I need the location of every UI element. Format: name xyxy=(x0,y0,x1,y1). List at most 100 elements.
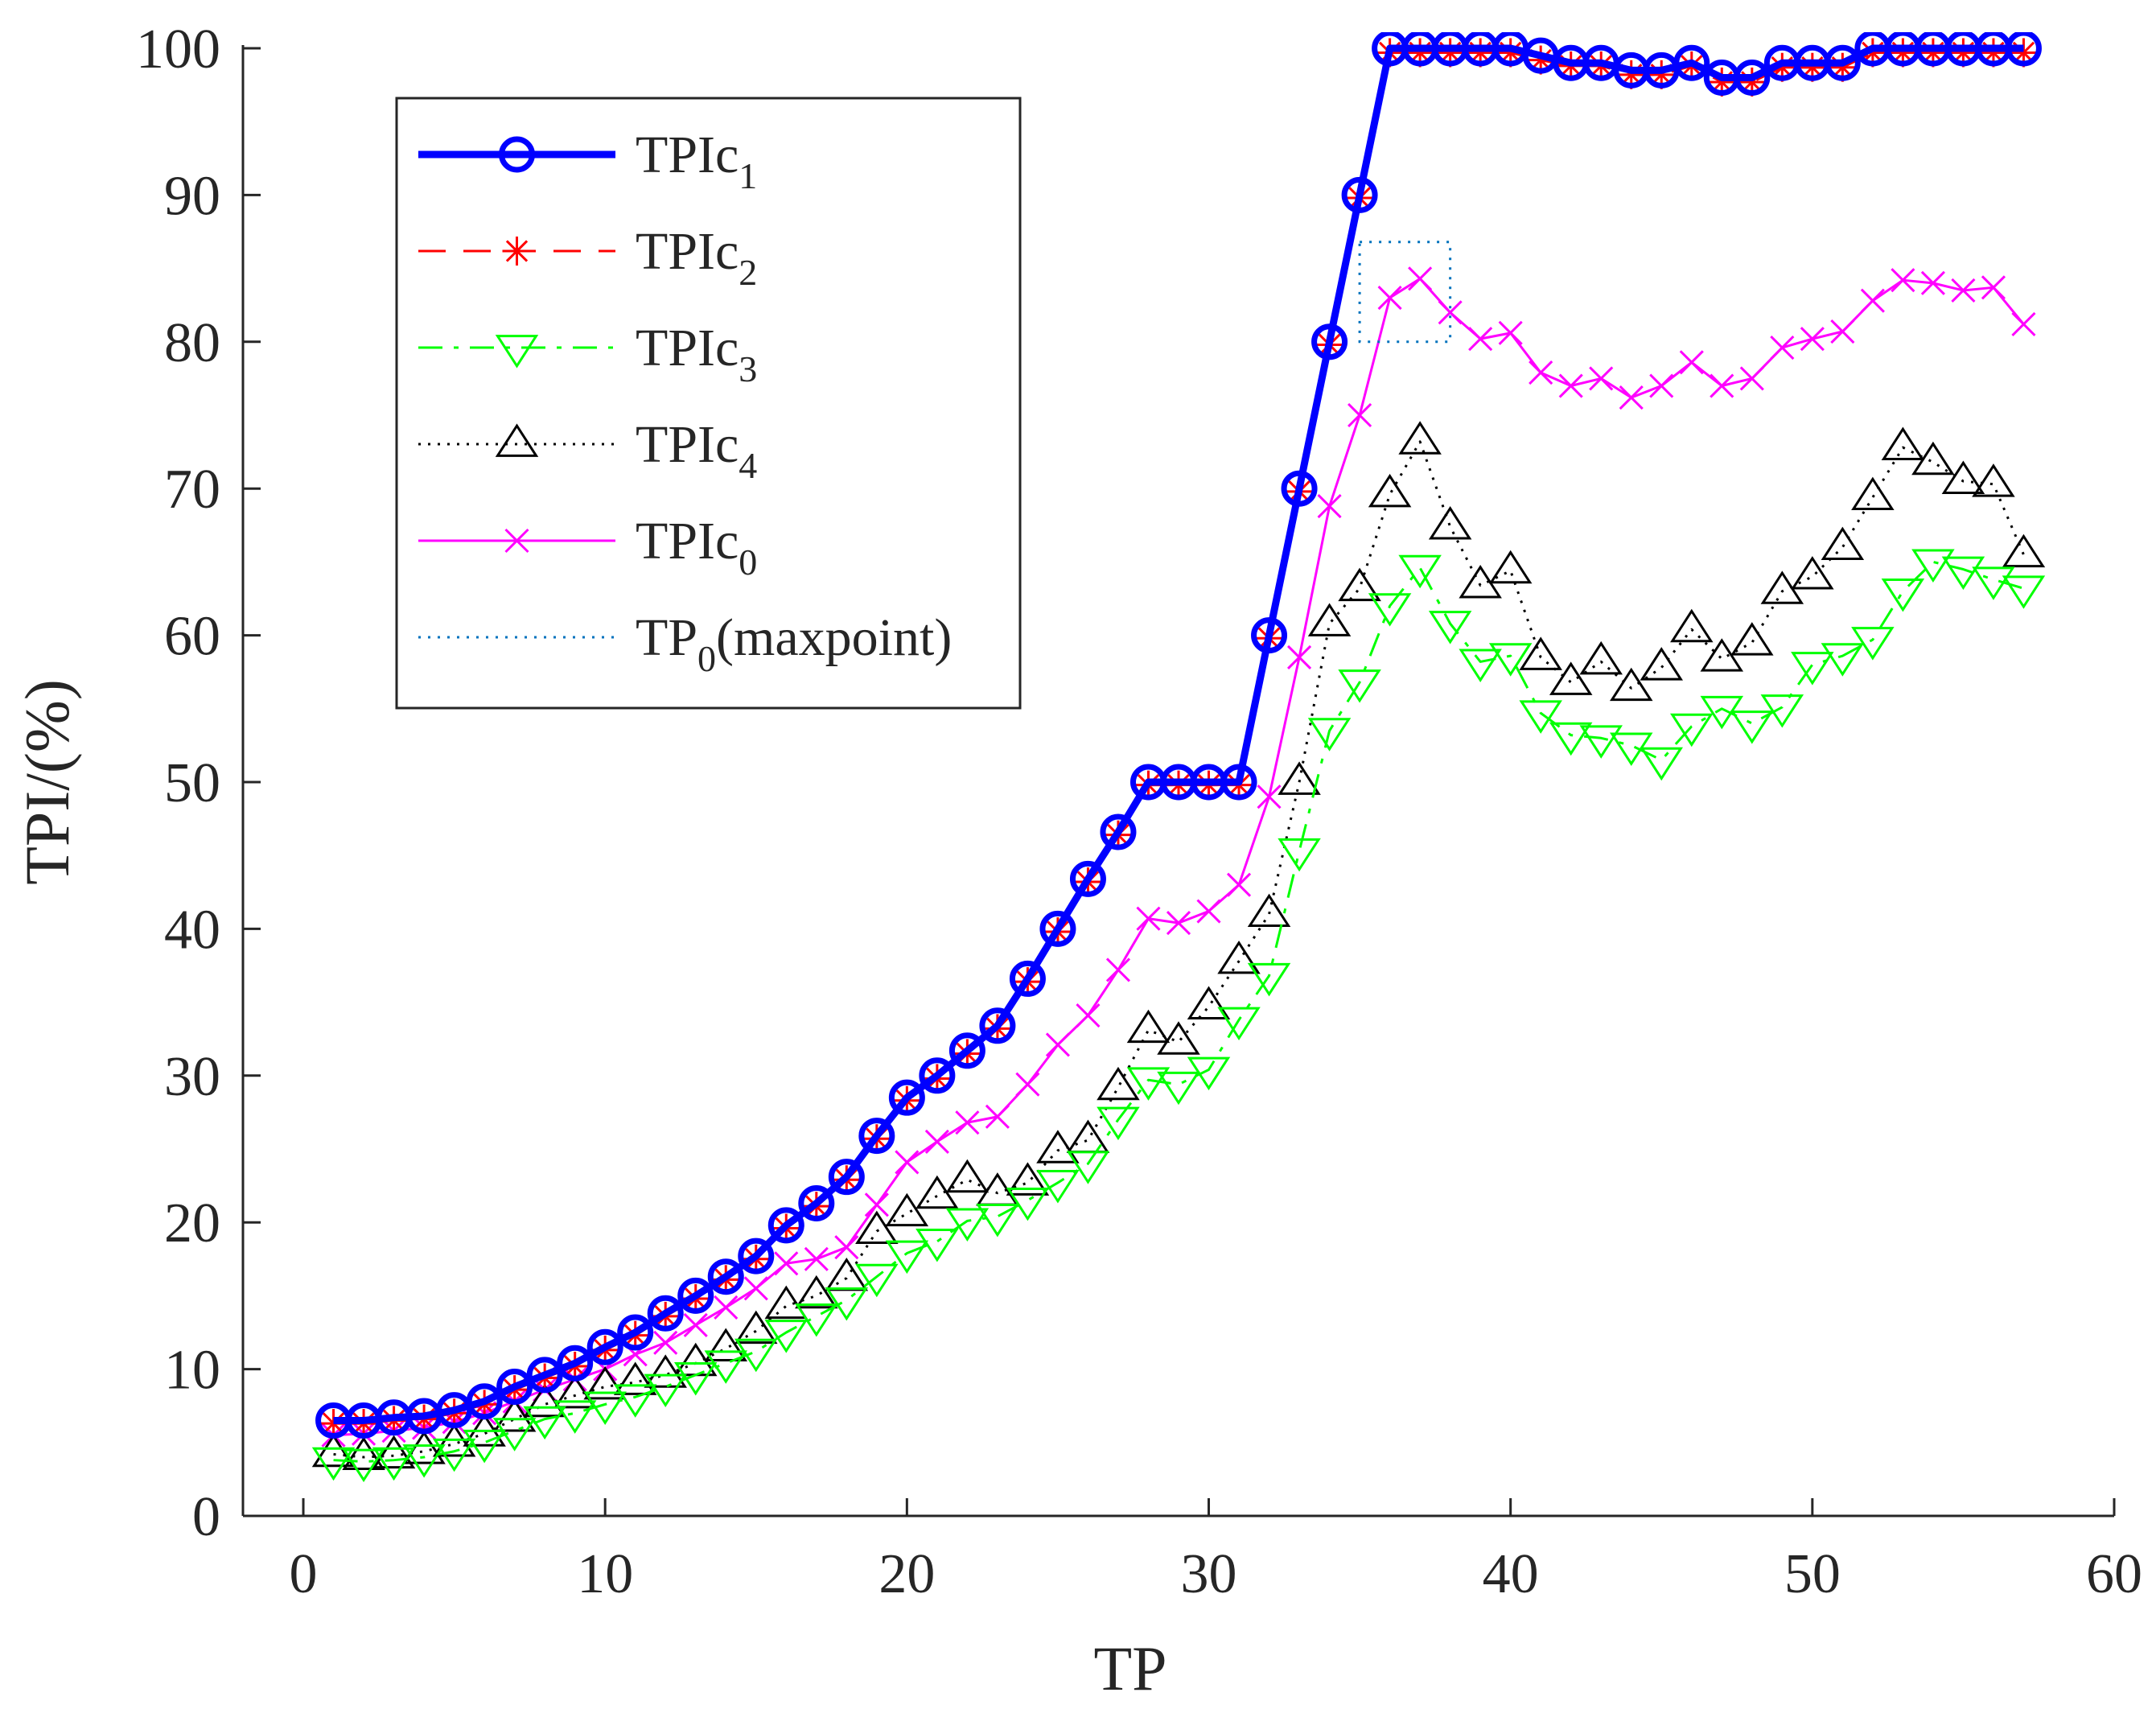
point-tpic4-38 xyxy=(1428,506,1472,540)
point-tpic1-33 xyxy=(1281,470,1318,507)
point-tpic3-54 xyxy=(1911,549,1955,583)
point-tpic0-57 xyxy=(2011,311,2036,336)
point-tpic3-57 xyxy=(2002,575,2046,609)
point-tpic3-14 xyxy=(704,1350,748,1384)
point-tpic0-56 xyxy=(1981,275,2006,300)
point-tpic4-26 xyxy=(1066,1119,1110,1153)
point-tpic4-57 xyxy=(2002,533,2046,568)
point-tpic1-7 xyxy=(496,1368,533,1405)
point-tpic0-22 xyxy=(955,1110,980,1135)
legend-label-name: TPIc xyxy=(636,512,739,570)
point-tpic1-34 xyxy=(1311,323,1348,360)
point-tpic3-6 xyxy=(463,1429,506,1464)
point-tpic3-15 xyxy=(734,1338,778,1373)
point-tpic4-20 xyxy=(885,1192,929,1227)
point-tpic0-54 xyxy=(1920,270,1945,295)
point-tpic3-52 xyxy=(1851,627,1895,661)
point-tpic4-30 xyxy=(1187,986,1231,1019)
point-tpic0-19 xyxy=(864,1192,889,1217)
legend-entry-tpic1: TPIc1 xyxy=(418,126,757,196)
legend-label-subscript: 3 xyxy=(739,348,757,389)
point-tpic4-11 xyxy=(613,1361,657,1395)
point-tpic4-35 xyxy=(1338,567,1381,602)
point-tpic4-29 xyxy=(1157,1021,1200,1055)
point-tpic3-21 xyxy=(915,1229,959,1262)
point-tpic1-26 xyxy=(1069,860,1106,897)
legend-label-subscript: 0 xyxy=(739,542,757,583)
point-tpic0-55 xyxy=(1951,278,1976,303)
series-line-tpic1 xyxy=(333,44,2024,1424)
legend-marker-tpic0 xyxy=(504,528,529,554)
point-tpic3-42 xyxy=(1549,722,1593,756)
point-tpic3-3 xyxy=(372,1447,416,1481)
point-tpic1-18 xyxy=(828,1159,865,1196)
point-tpic0-50 xyxy=(1800,327,1825,352)
point-tpic3-55 xyxy=(1941,556,1985,591)
legend-label-tp0: TP0(maxpoint) xyxy=(636,608,952,679)
point-tpic1-46 xyxy=(1673,44,1710,81)
point-tpic4-10 xyxy=(583,1365,627,1400)
point-tpic3-8 xyxy=(523,1406,566,1440)
point-tpic0-15 xyxy=(743,1276,768,1301)
x-tick-label-10: 10 xyxy=(577,1543,633,1605)
point-tpic4-52 xyxy=(1851,476,1895,511)
point-tpic4-32 xyxy=(1247,893,1291,928)
point-tpic0-26 xyxy=(1076,1003,1101,1028)
point-tpic3-41 xyxy=(1519,700,1562,734)
point-tpic3-35 xyxy=(1338,669,1381,703)
series-tpic1 xyxy=(315,32,2042,1439)
point-tpic3-56 xyxy=(1972,566,2015,600)
point-tpic3-50 xyxy=(1791,652,1834,686)
point-tpic0-30 xyxy=(1196,899,1221,924)
x-tick-label-40: 40 xyxy=(1483,1543,1539,1605)
point-tpic3-18 xyxy=(825,1287,869,1321)
point-tpic4-25 xyxy=(1036,1130,1080,1163)
point-tpic4-42 xyxy=(1549,661,1593,695)
legend-label-suffix: (maxpoint) xyxy=(716,608,952,667)
legend-label-tpic1: TPIc1 xyxy=(636,126,757,196)
point-tpic3-2 xyxy=(342,1448,385,1483)
point-tpic4-55 xyxy=(1941,460,1985,494)
legend-label-name: TP xyxy=(636,608,697,667)
point-tpic0-48 xyxy=(1739,366,1764,391)
point-tpic1-9 xyxy=(557,1345,594,1382)
point-tpic3-33 xyxy=(1278,838,1321,872)
legend-label-tpic0: TPIc0 xyxy=(636,512,757,583)
point-tpic0-12 xyxy=(653,1330,678,1355)
point-tpic4-1 xyxy=(311,1433,356,1468)
point-tpic3-26 xyxy=(1066,1151,1110,1184)
legend-label-subscript: 1 xyxy=(739,155,757,196)
point-tpic3-53 xyxy=(1881,578,1925,612)
point-tpic4-40 xyxy=(1488,550,1533,584)
point-tpic0-45 xyxy=(1649,373,1674,398)
point-tpic0-14 xyxy=(714,1295,739,1320)
legend-label-tpic3: TPIc3 xyxy=(636,319,757,389)
point-tpic3-31 xyxy=(1217,1007,1261,1041)
point-tpic4-46 xyxy=(1670,608,1714,643)
point-tpic0-31 xyxy=(1226,872,1252,897)
point-tpic0-29 xyxy=(1166,911,1191,936)
point-tpic4-16 xyxy=(764,1285,808,1320)
point-tpic0-37 xyxy=(1408,266,1433,291)
point-tpic4-43 xyxy=(1579,640,1623,675)
point-tpic3-5 xyxy=(432,1438,476,1472)
legend-label-tpic4: TPIc4 xyxy=(636,415,757,486)
point-tpic4-3 xyxy=(372,1435,416,1469)
y-tick-label-60: 60 xyxy=(164,606,220,668)
point-tpic3-51 xyxy=(1821,643,1865,677)
point-tpic4-27 xyxy=(1097,1066,1140,1101)
point-tpic3-17 xyxy=(795,1303,838,1337)
point-tpic4-24 xyxy=(1006,1162,1050,1196)
point-tpic0-25 xyxy=(1045,1032,1070,1057)
legend-label-tpic2: TPIc2 xyxy=(636,222,757,293)
point-tpic4-53 xyxy=(1881,426,1925,461)
legend-marker-tpic4 xyxy=(495,423,539,457)
legend-label-subscript: 2 xyxy=(739,252,757,293)
y-tick-label-40: 40 xyxy=(164,899,220,961)
y-tick-label-50: 50 xyxy=(164,752,220,814)
point-tpic0-38 xyxy=(1438,300,1463,325)
legend-label-subscript: 4 xyxy=(739,445,757,486)
y-tick-label-0: 0 xyxy=(192,1486,220,1548)
